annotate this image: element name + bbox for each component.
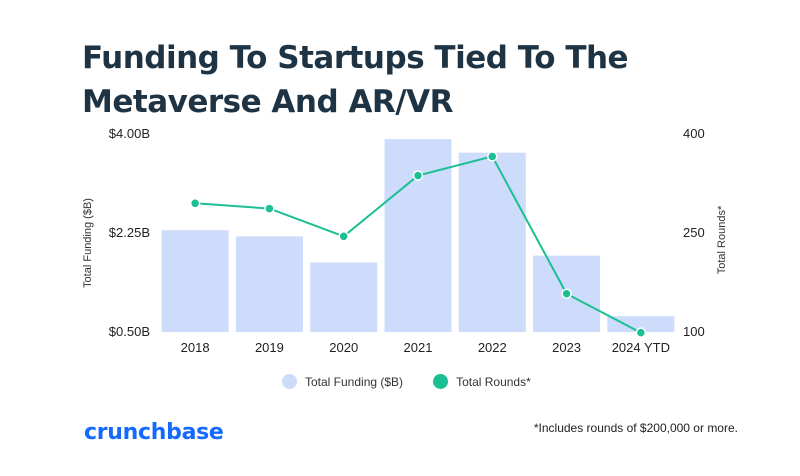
point-2021 bbox=[412, 170, 424, 181]
point-2020 bbox=[338, 231, 349, 242]
bar-series bbox=[161, 139, 675, 332]
x-tick-label: 2022 bbox=[478, 340, 507, 355]
y2-axis-label: Total Rounds* bbox=[716, 205, 728, 274]
y-tick-label: $0.50B bbox=[109, 324, 150, 339]
bar-2020 bbox=[310, 262, 378, 332]
bar-2021 bbox=[384, 139, 452, 332]
title-line-1: Funding To Startups Tied To The bbox=[82, 40, 629, 76]
bar-2018 bbox=[161, 230, 229, 332]
point-2019 bbox=[264, 203, 275, 214]
right-axis-ticks: 100 250 400 bbox=[683, 126, 705, 339]
x-axis-ticks: 2018 2019 2020 2021 2022 2023 2024 YTD bbox=[181, 340, 670, 355]
legend-label-rounds: Total Rounds* bbox=[456, 374, 531, 389]
x-tick-label: 2018 bbox=[181, 340, 210, 355]
legend-swatch-rounds bbox=[433, 374, 449, 389]
point-2018 bbox=[189, 198, 201, 209]
x-tick-label: 2020 bbox=[329, 340, 358, 355]
y-axis-label: Total Funding ($B) bbox=[82, 198, 94, 288]
legend-label-funding: Total Funding ($B) bbox=[305, 374, 404, 389]
x-tick-label: 2024 YTD bbox=[612, 340, 670, 355]
x-tick-label: 2023 bbox=[552, 340, 581, 355]
bar-2019 bbox=[235, 236, 303, 332]
chart-title: Funding To Startups Tied To The Metavers… bbox=[82, 36, 722, 124]
legend-swatch-funding bbox=[282, 374, 297, 389]
x-tick-label: 2021 bbox=[404, 340, 433, 355]
legend: Total Funding ($B) Total Rounds* bbox=[282, 374, 531, 389]
point-2023 bbox=[561, 288, 572, 299]
line-points bbox=[189, 151, 647, 338]
point-2024-ytd bbox=[635, 327, 647, 338]
y2-tick-label: 250 bbox=[683, 225, 705, 240]
left-axis-ticks: $0.50B $2.25B $4.00B bbox=[109, 126, 150, 339]
bar-2022 bbox=[458, 152, 526, 332]
x-tick-label: 2019 bbox=[255, 340, 284, 355]
bar-2024-ytd bbox=[607, 316, 675, 332]
y-tick-label: $4.00B bbox=[109, 126, 150, 141]
title-line-2: Metaverse And AR/VR bbox=[82, 84, 454, 120]
y-tick-label: $2.25B bbox=[109, 225, 150, 240]
y2-tick-label: 100 bbox=[683, 324, 705, 339]
y2-tick-label: 400 bbox=[683, 126, 705, 141]
footnote: *Includes rounds of $200,000 or more. bbox=[533, 421, 738, 435]
crunchbase-logo: crunchbase bbox=[84, 420, 224, 445]
point-2022 bbox=[487, 151, 498, 162]
